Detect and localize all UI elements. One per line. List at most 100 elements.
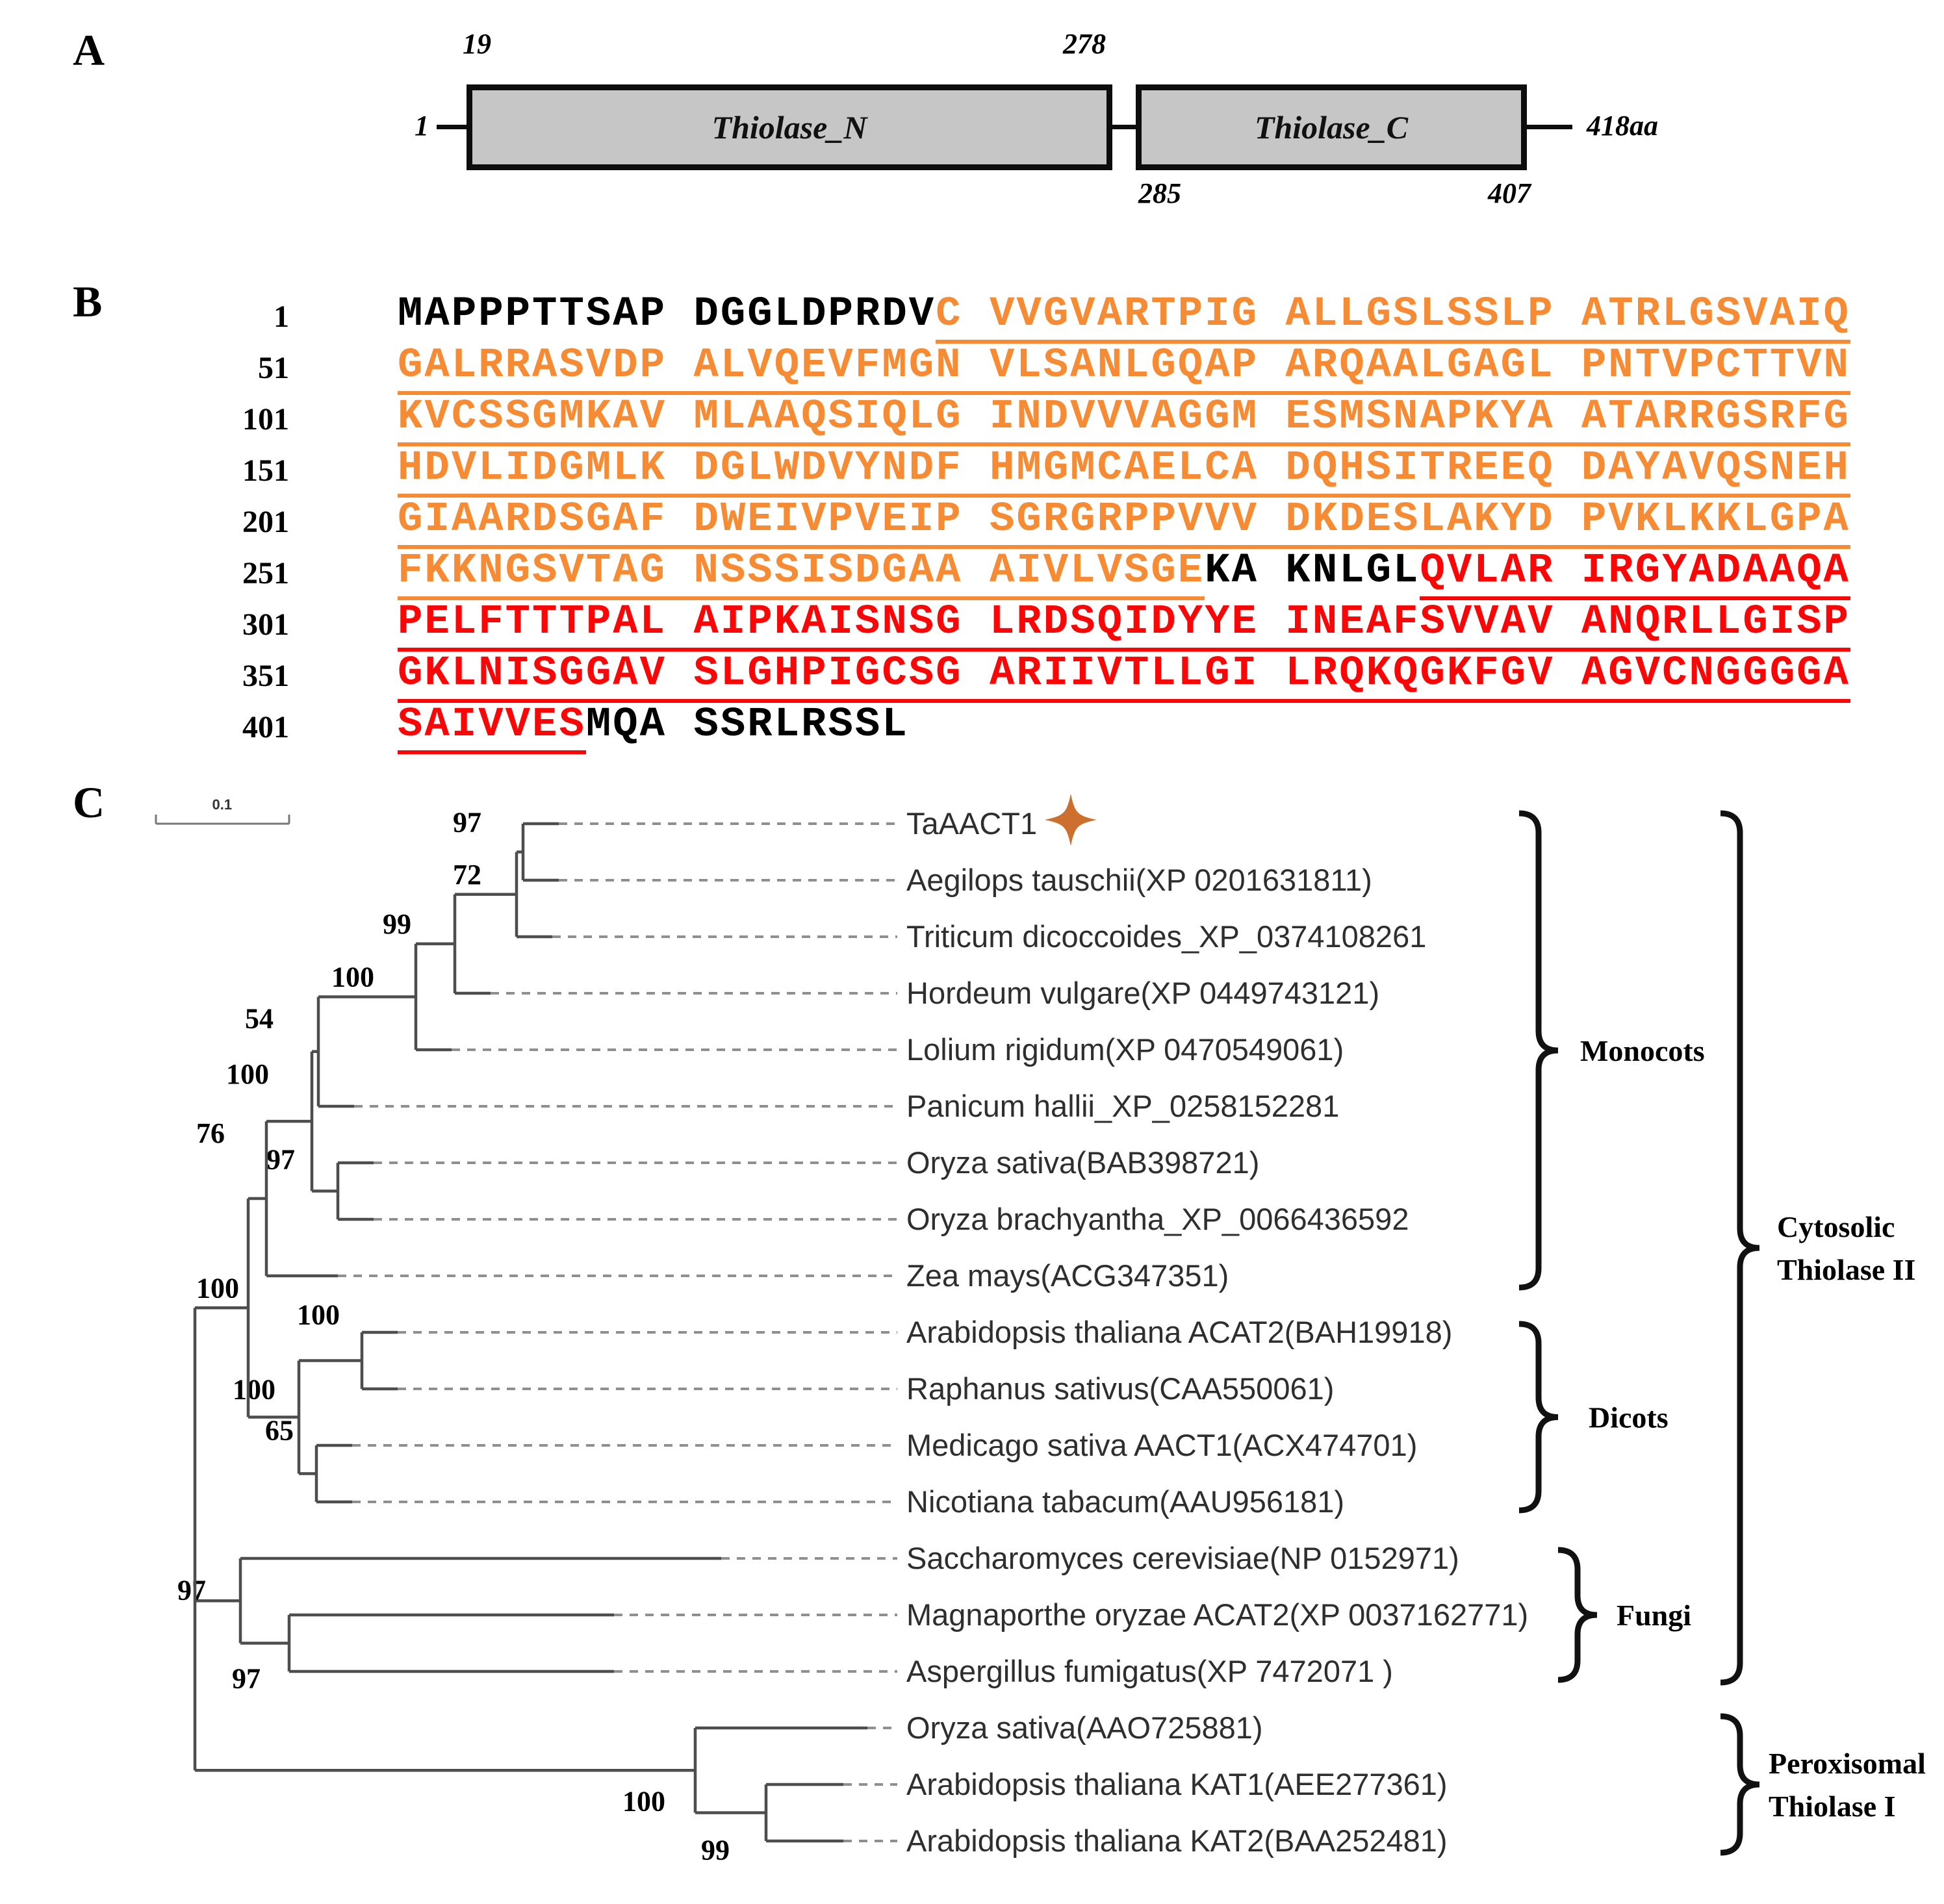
sequence-text: GKLNISGGAV SLGHPIGCSG ARIIVTLLGI LRQKQGK… [398, 650, 1850, 703]
bootstrap-value: 54 [245, 1003, 274, 1035]
group-label: Thiolase I [1769, 1790, 1896, 1823]
thiolase-n-domain-box: Thiolase_N [467, 84, 1112, 170]
sequence-segment-orange: GALRRASVDP ALVQEVFMGN VLSANLGQAP ARQAALG… [398, 342, 1850, 395]
sequence-text: KVCSSGMKAV MLAAQSIQLG INDVVVAGGM ESMSNAP… [398, 394, 1850, 446]
bootstrap-value: 97 [453, 807, 481, 839]
domain-start-residue: 1 [415, 110, 429, 142]
sequence-row: 301 PELFTTTPAL AIPKAISNSG LRDSQIDYYE INEA… [0, 599, 1944, 652]
group-label: Fungi [1617, 1599, 1691, 1632]
sequence-row: 151 HDVLIDGMLK DGLWDVYNDF HMGMCAELCA DQHS… [0, 445, 1944, 498]
taxon-label: TaAACT1 [906, 806, 1037, 841]
sequence-segment-orange: FKKNGSVTAG NSSSISDGAA AIVLVSGE [398, 548, 1205, 600]
star-icon [1045, 794, 1097, 846]
group-label: Peroxisomal [1769, 1747, 1926, 1780]
bootstrap-value: 76 [196, 1117, 225, 1149]
bootstrap-value: 99 [383, 908, 411, 940]
bootstrap-value: 99 [701, 1834, 730, 1866]
taxon-label: Oryza sativa(AAO725881) [906, 1710, 1263, 1745]
bootstrap-value: 100 [233, 1374, 275, 1406]
taxon-label: Hordeum vulgare(XP 0449743121) [906, 976, 1379, 1010]
residue-number: 401 [242, 710, 289, 744]
sequence-segment-red: SAIVVES [398, 702, 586, 754]
taxon-label: Medicago sativa AACT1(ACX474701) [906, 1428, 1417, 1462]
sequence-row: 1 MAPPPTTSAP DGGLDPRDVC VVGVARTPIG ALLGSL… [0, 291, 1944, 344]
sequence-segment-orange: KVCSSGMKAV MLAAQSIQLG INDVVVAGGM ESMSNAP… [398, 394, 1850, 446]
c-terminal-line [1527, 125, 1572, 129]
sequence-segment-black: MAPPPTTSAP DGGLDPRDV [398, 291, 936, 338]
residue-number: 201 [242, 505, 289, 539]
residue-number: 251 [242, 556, 289, 590]
sequence-segment-orange: C VVGVARTPIG ALLGSLSSLP ATRLGSVAIQ [936, 291, 1850, 344]
bootstrap-value: 97 [177, 1574, 206, 1606]
sequence-text: PELFTTTPAL AIPKAISNSG LRDSQIDYYE INEAFSV… [398, 599, 1850, 652]
sequence-row: 201 GIAARDSGAF DWEIVPVEIP SGRGRPPVVV DKDE… [0, 496, 1944, 549]
taxon-label: Aspergillus fumigatus(XP 7472071 ) [906, 1654, 1393, 1688]
clade-brace [1557, 1547, 1598, 1683]
sequence-row: 101 KVCSSGMKAV MLAAQSIQLG INDVVVAGGM ESMS… [0, 394, 1944, 446]
thiolase-c-domain-box: Thiolase_C [1136, 84, 1527, 170]
taxon-label: Lolium rigidum(XP 0470549061) [906, 1032, 1344, 1067]
bootstrap-value: 65 [265, 1415, 294, 1447]
bootstrap-value: 72 [453, 859, 481, 891]
sequence-text: MAPPPTTSAP DGGLDPRDVC VVGVARTPIG ALLGSLS… [398, 291, 1850, 344]
sequence-segment-red: PELFTTTPAL AIPKAISNSG LRDSQIDYYE INEAFSV… [398, 599, 1850, 652]
sequence-segment-black: KA KNLGL [1205, 548, 1420, 594]
thiolase-c-domain-name: Thiolase_C [1254, 109, 1409, 146]
clade-brace [1720, 810, 1760, 1686]
taxon-label: Arabidopsis thaliana KAT2(BAA252481) [906, 1823, 1448, 1858]
sequence-row: 401 SAIVVESMQA SSRLRSSL [0, 702, 1944, 754]
taxon-label: Arabidopsis thaliana KAT1(AEE277361) [906, 1767, 1448, 1801]
inter-domain-linker [1112, 125, 1136, 129]
taxon-label: Triticum dicoccoides_XP_0374108261 [906, 919, 1426, 954]
bootstrap-value: 100 [297, 1299, 340, 1331]
residue-number: 51 [258, 351, 289, 385]
thiolase-n-domain-name: Thiolase_N [711, 109, 867, 146]
sequence-text: FKKNGSVTAG NSSSISDGAA AIVLVSGEKA KNLGLQV… [398, 548, 1850, 600]
sequence-text: GALRRASVDP ALVQEVFMGN VLSANLGQAP ARQAALG… [398, 342, 1850, 395]
taxon-label: Zea mays(ACG347351) [906, 1258, 1229, 1293]
taxon-label: Aegilops tauschii(XP 0201631811) [906, 863, 1372, 897]
sequence-segment-black: MQA SSRLRSSL [585, 702, 909, 748]
taxon-label: Oryza brachyantha_XP_0066436592 [906, 1202, 1409, 1236]
panel-c-label: C [73, 778, 105, 827]
clade-brace [1518, 1321, 1559, 1514]
group-label: Monocots [1580, 1034, 1705, 1067]
group-label: Cytosolic [1777, 1210, 1895, 1243]
bootstrap-value: 100 [622, 1785, 665, 1817]
sequence-segment-orange: GIAARDSGAF DWEIVPVEIP SGRGRPPVVV DKDESLA… [398, 496, 1850, 549]
bootstrap-value: 97 [266, 1144, 295, 1176]
residue-number: 101 [242, 402, 289, 437]
protein-length-label: 418aa [1587, 110, 1658, 142]
taxon-label: Arabidopsis thaliana ACAT2(BAH19918) [906, 1315, 1452, 1349]
clade-brace [1720, 1713, 1760, 1856]
thiolase-n-end: 278 [1063, 28, 1106, 60]
residue-number: 1 [274, 299, 289, 334]
taxon-label: Nicotiana tabacum(AAU956181) [906, 1484, 1344, 1519]
sequence-text: GIAARDSGAF DWEIVPVEIP SGRGRPPVVV DKDESLA… [398, 496, 1850, 549]
sequence-segment-orange: HDVLIDGMLK DGLWDVYNDF HMGMCAELCA DQHSITR… [398, 445, 1850, 498]
sequence-row: 251 FKKNGSVTAG NSSSISDGAA AIVLVSGEKA KNLG… [0, 548, 1944, 600]
panel-a-label: A [73, 25, 105, 75]
thiolase-n-start: 19 [463, 28, 491, 60]
taxon-label: Oryza sativa(BAB398721) [906, 1145, 1259, 1180]
bootstrap-value: 100 [226, 1058, 269, 1090]
residue-number: 351 [242, 659, 289, 693]
thiolase-c-end: 407 [1488, 177, 1531, 209]
taxon-label: Saccharomyces cerevisiae(NP 0152971) [906, 1541, 1459, 1575]
n-terminal-line [437, 125, 468, 129]
thiolase-c-start: 285 [1138, 177, 1181, 209]
sequence-segment-red: GKLNISGGAV SLGHPIGCSG ARIIVTLLGI LRQKQGK… [398, 650, 1850, 703]
sequence-text: SAIVVESMQA SSRLRSSL [398, 702, 909, 754]
group-label: Thiolase II [1777, 1253, 1915, 1286]
sequence-row: 351 GKLNISGGAV SLGHPIGCSG ARIIVTLLGI LRQK… [0, 650, 1944, 703]
clade-brace [1518, 810, 1559, 1291]
bootstrap-value: 97 [232, 1663, 261, 1695]
taxon-label: Panicum hallii_XP_0258152281 [906, 1089, 1339, 1123]
panel-b-label: B [73, 277, 103, 326]
taxon-label: Magnaporthe oryzae ACAT2(XP 0037162771) [906, 1597, 1528, 1632]
sequence-text: HDVLIDGMLK DGLWDVYNDF HMGMCAELCA DQHSITR… [398, 445, 1850, 498]
sequence-row: 51 GALRRASVDP ALVQEVFMGN VLSANLGQAP ARQAA… [0, 342, 1944, 395]
sequence-segment-red: QVLAR IRGYADAAQA [1420, 548, 1850, 600]
